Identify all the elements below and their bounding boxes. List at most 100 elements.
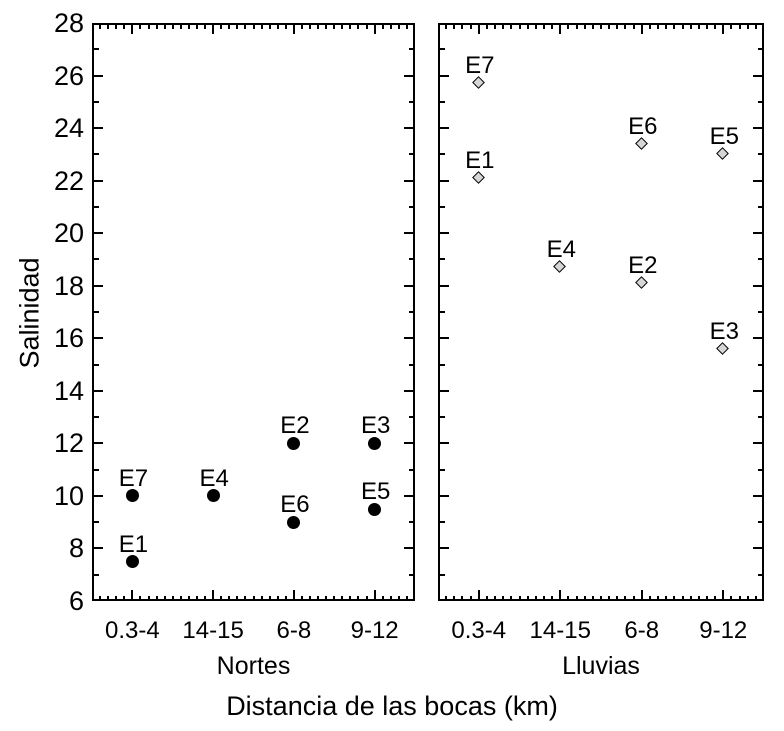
x-tick-top [171,25,174,29]
y-tick-right [753,74,762,77]
y-tick-right [757,153,762,156]
x-tick-top [155,25,158,29]
y-tick-label: 14 [53,375,84,406]
y-tick-right [757,100,762,103]
x-tick-top [99,25,102,29]
x-tick-top [397,25,400,29]
x-tick-top [373,25,376,34]
y-tick-right [753,232,762,235]
y-tick-left [440,127,449,130]
x-tick-bottom [600,595,602,599]
x-tick-top [665,25,668,29]
x-tick-top [722,25,725,34]
point-label-e2: E2 [628,252,658,280]
data-point-e6 [287,515,301,529]
x-tick-top [284,25,287,29]
x-tick-bottom [608,595,611,599]
y-tick-left [440,416,445,419]
x-tick-bottom [673,595,676,599]
y-tick-right [408,468,413,471]
y-tick-right [757,363,762,366]
data-point-e7 [125,489,139,503]
x-tick-bottom [187,595,190,599]
y-tick-left [94,127,103,130]
x-tick-top [131,25,134,34]
x-tick-bottom [705,595,708,599]
y-tick-left [94,573,99,576]
y-tick-right [757,258,762,261]
x-tick-bottom [220,595,223,599]
y-tick-right [757,416,762,419]
y-tick-left [440,179,449,182]
y-tick-right [408,100,413,103]
x-tick-top [389,25,392,29]
y-tick-left [440,48,445,51]
y-tick-left [94,311,99,313]
x-tick-bottom [551,595,554,599]
x-tick-top [567,25,570,29]
y-tick-left [440,494,449,497]
x-tick-bottom [292,590,295,599]
x-tick-bottom [714,595,717,599]
y-tick-right [404,337,413,340]
y-tick-right [408,521,413,524]
x-tick-top [445,25,448,29]
x-tick-bottom [722,590,725,599]
x-tick-bottom [624,595,627,599]
x-tick-bottom [485,595,488,599]
x-tick-bottom [365,595,368,599]
panel-label-lluvias: Lluvias [562,652,640,680]
y-tick-right [404,547,413,550]
y-tick-left [440,442,449,445]
y-tick-left [94,232,103,235]
y-tick-left [94,416,99,419]
y-tick-right [408,311,413,313]
x-tick-bottom [518,595,521,599]
y-tick-left [440,547,449,550]
y-tick-left [94,179,103,182]
data-point-e4 [206,489,220,503]
x-tick-bottom [477,590,480,599]
y-tick-left [440,573,445,576]
x-tick-bottom [381,595,384,599]
x-tick-top [292,25,295,34]
x-tick-top [469,25,472,29]
x-tick-top [325,25,328,29]
x-tick-top [333,25,336,29]
x-tick-top [632,25,635,29]
x-tick-bottom [99,595,102,599]
x-tick-top [236,25,239,29]
category-label: 6-8 [624,617,660,644]
x-tick-top [657,25,660,29]
point-label-e1: E1 [465,147,495,174]
x-tick-top [204,25,207,29]
x-tick-bottom [681,595,684,599]
x-tick-bottom [317,595,320,599]
category-label: 9-12 [699,617,748,644]
y-tick-right [408,573,413,576]
x-tick-bottom [107,595,110,599]
y-tick-left [94,521,99,524]
x-tick-top [139,25,142,29]
x-tick-bottom [309,595,312,599]
x-tick-top [260,25,263,29]
y-tick-right [408,205,413,208]
x-tick-bottom [461,595,464,599]
x-tick-top [616,25,619,29]
y-tick-left [94,48,99,51]
x-tick-bottom [325,595,328,599]
x-tick-bottom [640,590,643,599]
y-tick-left [440,284,449,287]
x-tick-bottom [300,595,303,599]
y-tick-right [757,521,762,524]
y-tick-right [408,258,413,261]
x-tick-bottom [131,590,134,599]
x-tick-bottom [542,595,545,599]
y-tick-left [94,337,103,340]
x-tick-bottom [284,595,287,599]
x-tick-bottom [163,595,166,599]
y-tick-label: 28 [53,8,84,38]
x-tick-bottom [730,595,733,599]
x-axis-title: Distancia de las bocas (km) [226,691,558,721]
y-tick-right [404,127,413,130]
